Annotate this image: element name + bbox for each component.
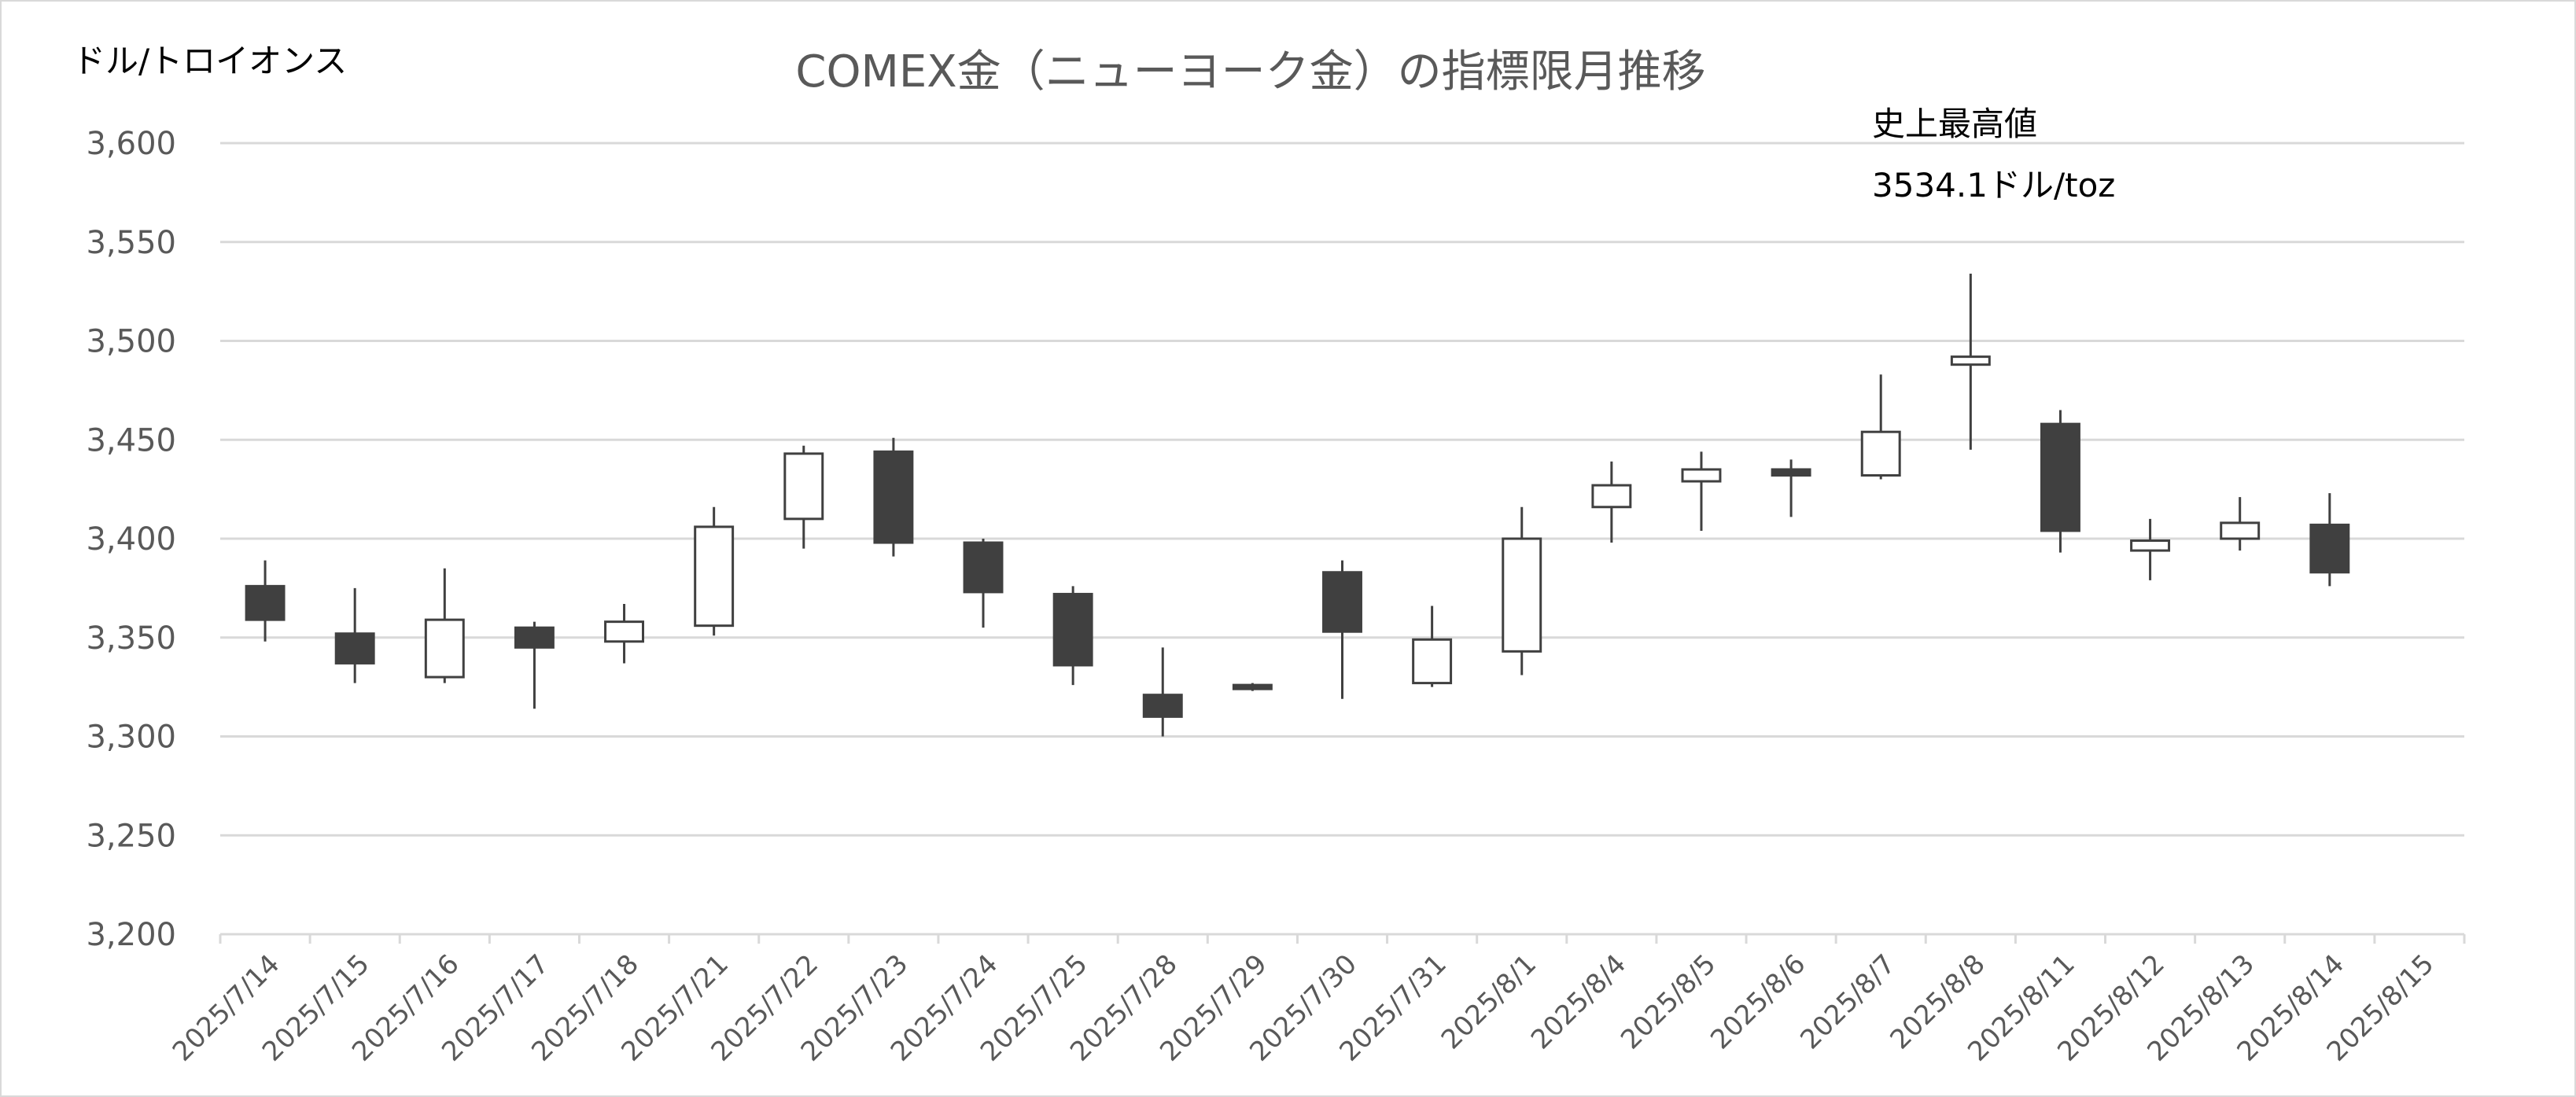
candle-body-down: [1052, 592, 1093, 667]
y-axis: 3,200 3,250 3,300 3,350 3,400 3,450 3,500 3,550…: [86, 126, 176, 953]
y-tick-label: 3,550: [86, 225, 176, 261]
y-tick-label: 3,500: [86, 324, 176, 360]
x-tick-label: 2025/8/5: [1615, 948, 1722, 1055]
candle-body-up: [1681, 468, 1722, 483]
candle-body-down: [1771, 468, 1811, 477]
y-axis-unit-label: ドル/トロイオンス: [72, 42, 347, 80]
x-tick-label: 2025/8/7: [1794, 948, 1901, 1055]
candle-body-up: [1860, 430, 1901, 477]
candle-body-down: [245, 584, 286, 621]
candle-body-down: [334, 632, 375, 664]
candle-body-up: [1950, 355, 1991, 366]
y-tick-label: 3,200: [86, 917, 176, 953]
y-tick-label: 3,350: [86, 620, 176, 657]
gridlines: [220, 142, 2464, 936]
candle-body-up: [1412, 638, 1453, 685]
candle-body-up: [2130, 539, 2171, 552]
x-tick-label: 2025/8/4: [1525, 948, 1632, 1055]
candle-body-up: [424, 618, 465, 679]
candle-body-down: [873, 450, 914, 544]
candle-body-up: [783, 452, 824, 521]
candle-body-up: [2220, 521, 2261, 540]
annotation-line-1: 史上最高値: [1872, 105, 2037, 143]
candle-body-up: [604, 620, 645, 643]
candle-body-down: [1322, 571, 1362, 633]
chart-title: COMEX金（ニューヨーク金）の指標限月推移: [795, 46, 1705, 98]
annotation-line-2: 3534.1ドル/toz: [1872, 166, 2115, 204]
y-tick-label: 3,300: [86, 720, 176, 756]
candle-body-down: [2309, 523, 2350, 574]
candle-body-down: [514, 626, 555, 649]
x-axis: 2025/7/142025/7/152025/7/162025/7/172025…: [167, 934, 2466, 1068]
candle-body-up: [1591, 484, 1632, 509]
x-tick-label: 2025/8/6: [1704, 948, 1811, 1055]
candle-body-up: [1502, 537, 1542, 653]
candle-body-down: [2040, 422, 2080, 532]
candles: [245, 273, 2350, 737]
x-tick-label: 2025/8/1: [1435, 948, 1542, 1055]
y-tick-label: 3,400: [86, 521, 176, 558]
y-tick-label: 3,450: [86, 422, 176, 458]
candle-body-up: [694, 525, 735, 628]
y-tick-label: 3,250: [86, 818, 176, 854]
y-tick-label: 3,600: [86, 126, 176, 162]
candle-body-down: [1142, 694, 1183, 718]
candle-body-down: [1232, 683, 1273, 690]
candle-body-down: [963, 541, 1004, 594]
